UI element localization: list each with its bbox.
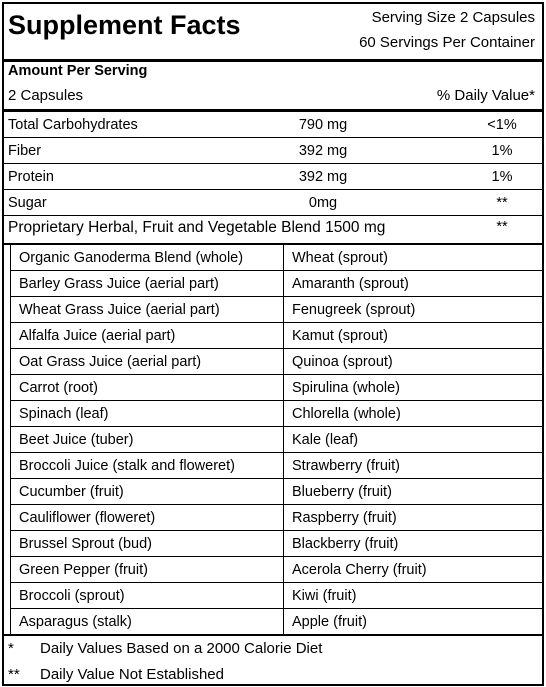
ingredient: Oat Grass Juice (aerial part) [19, 354, 202, 370]
nutrient-amount: 392 mg [298, 169, 348, 185]
serving-amount: 2 Capsules [8, 87, 84, 104]
divider [2, 109, 544, 112]
ingredient: Wheat Grass Juice (aerial part) [19, 302, 220, 318]
ingredient: Spinach (leaf) [19, 406, 109, 422]
servings-per-container: 60 Servings Per Container [359, 34, 535, 51]
rule [10, 296, 544, 297]
nutrient-amount: 392 mg [298, 143, 348, 159]
rule [2, 215, 544, 216]
rule [10, 270, 544, 271]
amount-per-serving: Amount Per Serving [8, 63, 148, 79]
nutrient-name: Fiber [8, 143, 42, 159]
nutrient-dv: <1% [487, 117, 517, 133]
ingredient: Fenugreek (sprout) [292, 302, 416, 318]
rule [10, 348, 544, 349]
ingredient: Cauliflower (floweret) [19, 510, 156, 526]
rule [10, 452, 544, 453]
ingredient: Amaranth (sprout) [292, 276, 409, 292]
ingredient: Kamut (sprout) [292, 328, 388, 344]
ingredient: Broccoli (sprout) [19, 588, 125, 604]
rule [10, 556, 544, 557]
ingredient: Apple (fruit) [292, 614, 367, 630]
ingredient: Strawberry (fruit) [292, 458, 400, 474]
ingredient: Alfalfa Juice (aerial part) [19, 328, 176, 344]
serving-size: Serving Size 2 Capsules [371, 9, 535, 26]
ingredient: Blackberry (fruit) [292, 536, 399, 552]
ingredient: Green Pepper (fruit) [19, 562, 148, 578]
ingredient: Organic Ganoderma Blend (whole) [19, 250, 244, 266]
nutrient-name: Protein [8, 169, 54, 185]
nutrient-name: Sugar [8, 195, 47, 211]
blend-name: Proprietary Herbal, Fruit and Vegetable … [8, 219, 386, 236]
footnote-text: Daily Value Not Established [40, 666, 224, 683]
rule [10, 582, 544, 583]
ingredient: Acerola Cherry (fruit) [292, 562, 427, 578]
ingredient: Blueberry (fruit) [292, 484, 392, 500]
ingredient: Chlorella (whole) [292, 406, 401, 422]
rule [10, 530, 544, 531]
ingredient: Wheat (sprout) [292, 250, 388, 266]
divider [2, 59, 544, 62]
rule [10, 504, 544, 505]
column-rule [283, 245, 284, 635]
ingredient: Raspberry (fruit) [292, 510, 397, 526]
ingredient: Spirulina (whole) [292, 380, 400, 396]
ingredient: Barley Grass Juice (aerial part) [19, 276, 219, 292]
ingredient: Kiwi (fruit) [292, 588, 357, 604]
rule [10, 478, 544, 479]
column-rule [10, 245, 11, 635]
rule [2, 163, 544, 164]
blend-dv: ** [496, 219, 508, 235]
nutrient-dv: 1% [491, 169, 513, 185]
nutrient-dv: ** [496, 195, 508, 211]
ingredient: Quinoa (sprout) [292, 354, 393, 370]
ingredient: Beet Juice (tuber) [19, 432, 134, 448]
rule [10, 426, 544, 427]
ingredient: Kale (leaf) [292, 432, 359, 448]
nutrient-amount: 790 mg [298, 117, 348, 133]
ingredient: Broccoli Juice (stalk and floweret) [19, 458, 235, 474]
footnote-symbol: ** [8, 666, 20, 683]
rule [10, 608, 544, 609]
nutrient-amount: 0mg [308, 195, 338, 211]
nutrient-name: Total Carbohydrates [8, 117, 138, 133]
rule [10, 322, 544, 323]
rule [2, 243, 544, 245]
ingredient: Brussel Sprout (bud) [19, 536, 152, 552]
footnote-symbol: * [8, 640, 14, 657]
daily-value-header: % Daily Value* [436, 87, 535, 104]
rule [2, 137, 544, 138]
rule [2, 634, 544, 636]
rule [10, 374, 544, 375]
ingredient: Cucumber (fruit) [19, 484, 124, 500]
ingredient: Asparagus (stalk) [19, 614, 132, 630]
ingredient: Carrot (root) [19, 380, 98, 396]
nutrient-dv: 1% [491, 143, 513, 159]
rule [10, 400, 544, 401]
rule [2, 189, 544, 190]
title: Supplement Facts [8, 10, 241, 40]
footnote-text: Daily Values Based on a 2000 Calorie Die… [40, 640, 323, 657]
